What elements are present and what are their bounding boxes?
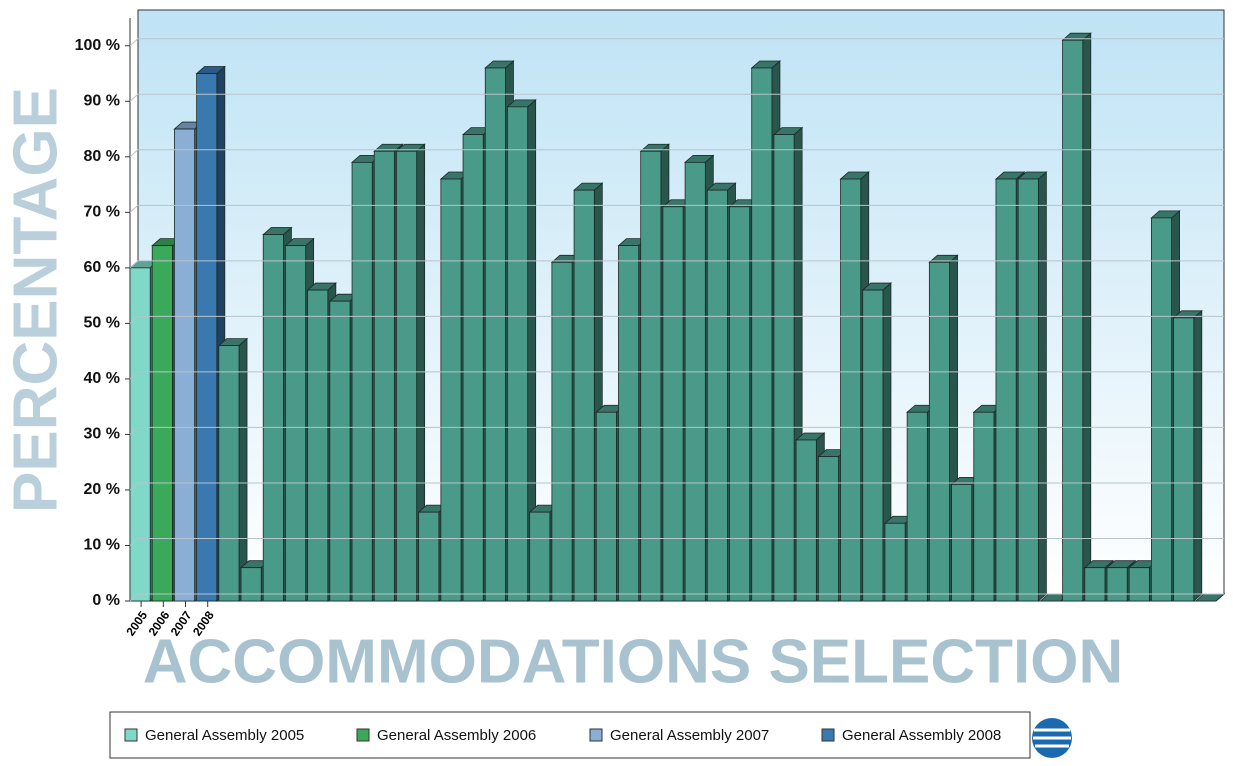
legend-swatch <box>356 728 370 742</box>
grid-line <box>129 260 1224 269</box>
bar <box>507 106 529 602</box>
grid-line <box>129 371 1224 380</box>
bar <box>773 134 795 602</box>
grid-line <box>129 149 1224 158</box>
grid-line <box>129 426 1224 435</box>
y-tick-label: 40 % <box>84 370 120 387</box>
legend <box>109 711 1031 759</box>
y-tick-label: 70 % <box>84 204 120 221</box>
bar <box>484 67 506 602</box>
bar <box>440 178 462 602</box>
legend-label: General Assembly 2006 <box>377 727 536 744</box>
grid-line <box>129 482 1224 491</box>
grid-line <box>129 315 1224 324</box>
bar <box>240 567 262 602</box>
bar <box>285 245 307 602</box>
bar <box>1128 567 1150 602</box>
grid-line <box>129 204 1224 213</box>
bar <box>862 289 884 602</box>
legend-label: General Assembly 2007 <box>610 727 769 744</box>
y-tick-label: 50 % <box>84 315 120 332</box>
bar <box>196 73 218 602</box>
y-tick-label: 100 % <box>75 37 120 54</box>
bar <box>573 189 595 602</box>
bar <box>1084 567 1106 602</box>
bar <box>1017 178 1039 602</box>
bar <box>551 261 573 602</box>
bar <box>684 161 706 602</box>
bar <box>840 178 862 602</box>
bar-side <box>1037 171 1047 602</box>
grid-line <box>129 593 1224 602</box>
bar <box>307 289 329 602</box>
bar <box>729 206 751 602</box>
bar-side <box>1082 32 1092 602</box>
bar <box>884 522 906 602</box>
bar <box>817 456 839 602</box>
y-tick-label: 90 % <box>84 93 120 110</box>
legend-label: General Assembly 2005 <box>145 727 304 744</box>
bar <box>418 511 440 602</box>
bar-side <box>1193 309 1203 602</box>
legend-swatch <box>589 728 603 742</box>
y-tick-label: 0 % <box>92 592 120 609</box>
bar <box>129 267 151 602</box>
bar <box>529 511 551 602</box>
bar <box>351 161 373 602</box>
grid-line <box>129 38 1224 47</box>
bar <box>751 67 773 602</box>
bar <box>706 189 728 602</box>
legend-swatch <box>821 728 835 742</box>
y-tick-label: 30 % <box>84 426 120 443</box>
bar <box>1062 39 1084 602</box>
bar <box>1106 567 1128 602</box>
legend-label: General Assembly 2008 <box>842 727 1001 744</box>
bar <box>329 300 351 602</box>
bar <box>1150 217 1172 602</box>
bar <box>174 128 196 602</box>
bar <box>1173 317 1195 602</box>
grid-line <box>129 537 1224 546</box>
bar <box>973 411 995 602</box>
bar <box>618 245 640 602</box>
bar <box>462 134 484 602</box>
legend-swatch <box>124 728 138 742</box>
bar <box>995 178 1017 602</box>
bar <box>662 206 684 602</box>
bar <box>373 150 395 602</box>
logo <box>1032 718 1072 758</box>
grid-line <box>129 93 1224 102</box>
y-tick-label: 10 % <box>84 537 120 554</box>
x-axis-title: ACCOMMODATIONS SELECTION <box>143 627 1124 696</box>
bar <box>262 234 284 602</box>
bar <box>218 345 240 602</box>
bar <box>640 150 662 602</box>
y-axis-title: PERCENTAGE <box>1 87 70 513</box>
bar <box>396 150 418 602</box>
bar <box>951 483 973 602</box>
plot <box>128 32 1226 602</box>
bar <box>151 245 173 602</box>
bar <box>595 411 617 602</box>
y-tick-label: 20 % <box>84 481 120 498</box>
bar <box>795 439 817 602</box>
y-tick-label: 80 % <box>84 148 120 165</box>
y-tick-label: 60 % <box>84 259 120 276</box>
bar <box>906 411 928 602</box>
bar-side <box>238 337 248 602</box>
bar <box>928 261 950 602</box>
